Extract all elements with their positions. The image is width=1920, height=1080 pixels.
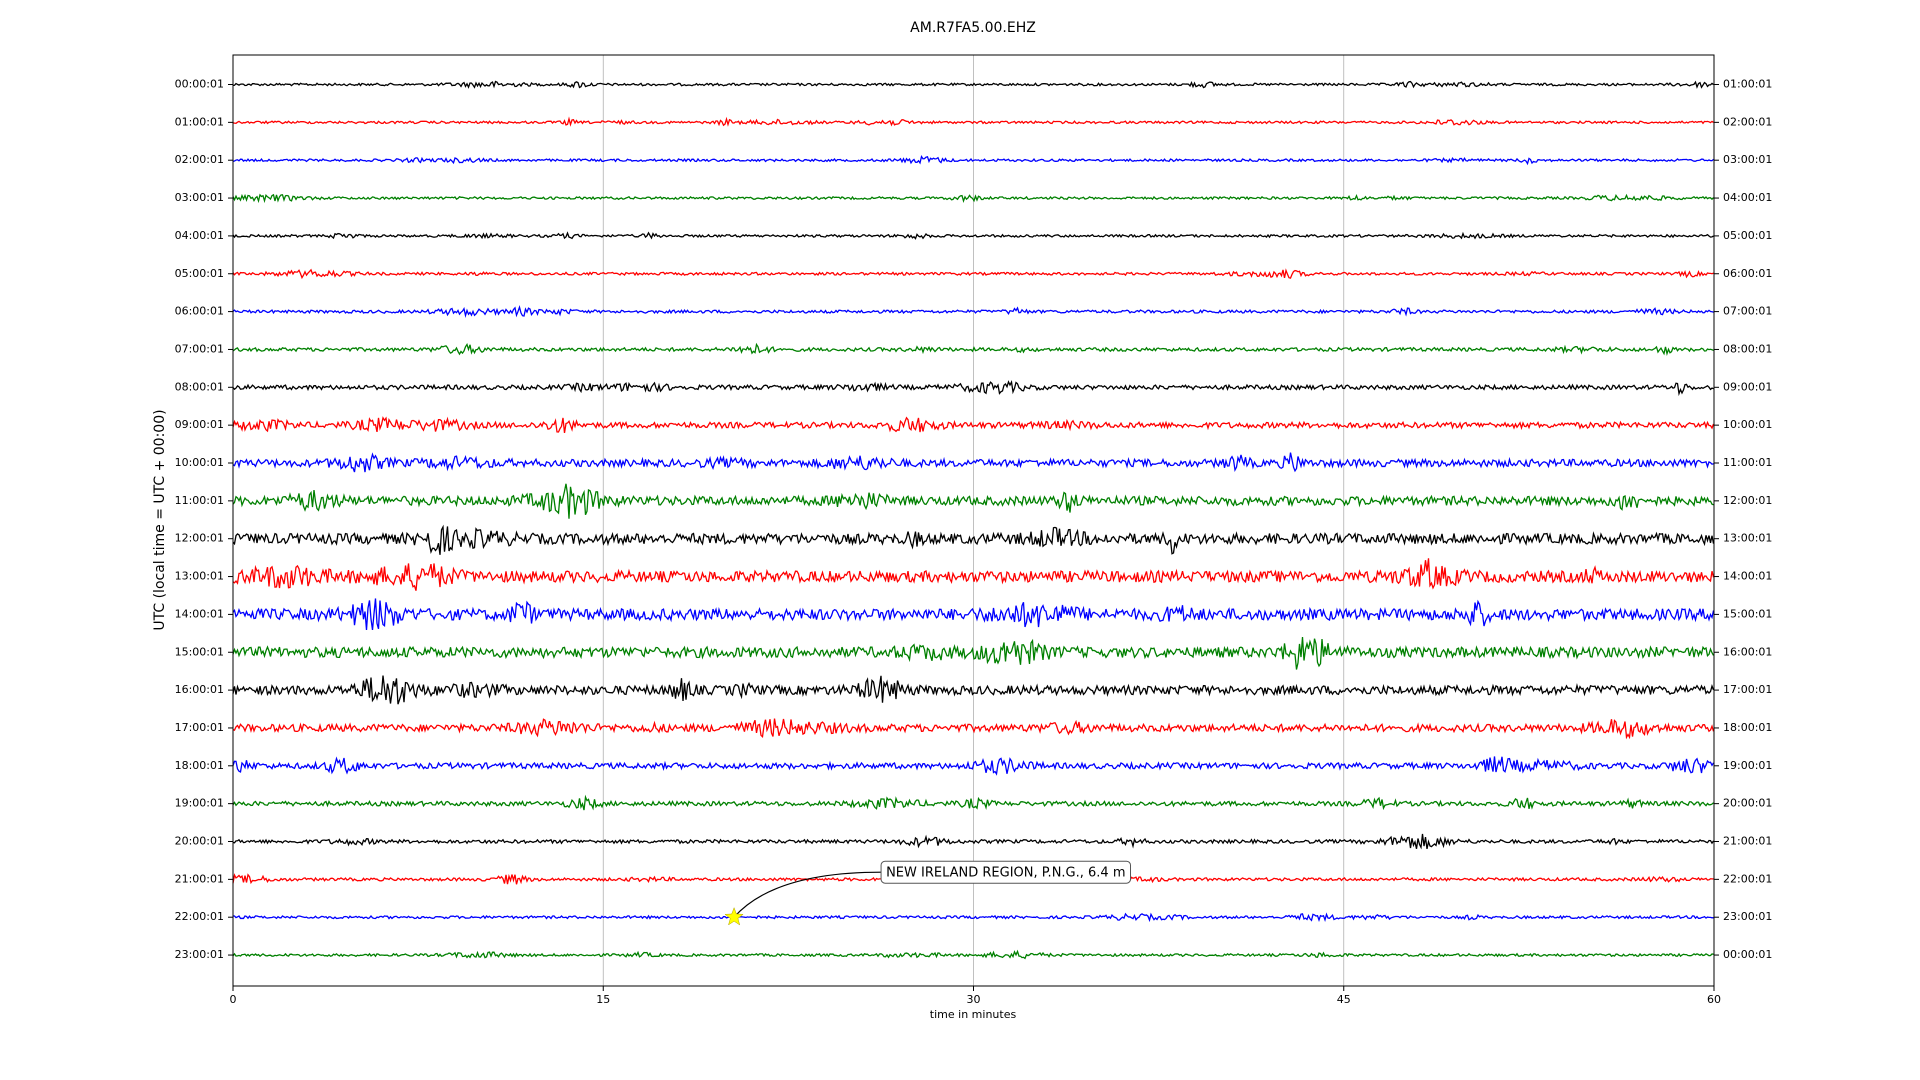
- y2-tick-label: 02:00:01: [1723, 115, 1772, 128]
- trace: [233, 912, 1714, 923]
- y2-tick-label: 17:00:01: [1723, 683, 1772, 696]
- y2-tick-label: 08:00:01: [1723, 342, 1772, 355]
- y-tick-label: 21:00:01: [175, 872, 224, 885]
- annotation-arrow: [733, 871, 882, 918]
- y2-tick-label: 09:00:01: [1723, 380, 1772, 393]
- trace: [232, 794, 1714, 811]
- y-tick-label: 18:00:01: [175, 759, 224, 772]
- y-tick-label: 14:00:01: [175, 607, 224, 620]
- y-tick-label: 10:00:01: [175, 456, 224, 469]
- y2-tick-label: 01:00:01: [1723, 78, 1772, 91]
- trace: [232, 380, 1714, 397]
- y-tick-label: 17:00:01: [175, 721, 224, 734]
- y2-tick-label: 18:00:01: [1723, 721, 1772, 734]
- y2-tick-label: 03:00:01: [1723, 153, 1772, 166]
- y2-tick-label: 00:00:01: [1723, 948, 1772, 961]
- y-tick-label: 23:00:01: [175, 948, 224, 961]
- y2-tick-label: 13:00:01: [1723, 532, 1772, 545]
- y-tick-label: 06:00:01: [175, 305, 224, 318]
- trace: [232, 416, 1715, 434]
- trace: [232, 231, 1714, 240]
- y-tick-label: 09:00:01: [175, 418, 224, 431]
- y-axis-label: UTC (local time = UTC + 00:00): [152, 409, 168, 630]
- y2-tick-label: 19:00:01: [1723, 759, 1772, 772]
- trace: [232, 718, 1715, 740]
- annotation: NEW IRELAND REGION, P.N.G., 6.4 m: [880, 860, 1132, 884]
- trace: [232, 483, 1714, 519]
- x-tick-label: 60: [1707, 993, 1721, 1006]
- y-tick-label: 04:00:01: [175, 229, 224, 242]
- y-tick-label: 19:00:01: [175, 797, 224, 810]
- x-axis-label: time in minutes: [930, 1008, 1017, 1021]
- trace: [232, 268, 1714, 280]
- trace: [232, 524, 1715, 555]
- chart-title: AM.R7FA5.00.EHZ: [910, 20, 1036, 36]
- trace: [232, 833, 1715, 850]
- trace: [232, 636, 1715, 670]
- annotation-label: NEW IRELAND REGION, P.N.G., 6.4 m: [886, 866, 1125, 881]
- y2-tick-label: 12:00:01: [1723, 494, 1772, 507]
- y2-tick-label: 10:00:01: [1723, 418, 1772, 431]
- y-tick-label: 07:00:01: [175, 342, 224, 355]
- trace: [232, 452, 1714, 473]
- y-tick-label: 03:00:01: [175, 191, 224, 204]
- y-tick-label: 11:00:01: [175, 494, 224, 507]
- trace: [232, 193, 1714, 204]
- y-tick-label: 12:00:01: [175, 532, 224, 545]
- trace: [232, 116, 1714, 127]
- trace: [232, 949, 1714, 960]
- y-tick-label: 16:00:01: [175, 683, 224, 696]
- trace: [232, 756, 1715, 776]
- y-tick-label: 08:00:01: [175, 380, 224, 393]
- y-tick-label: 22:00:01: [175, 910, 224, 923]
- plot-frame: [232, 54, 1715, 987]
- y2-tick-label: 06:00:01: [1723, 267, 1772, 280]
- y2-tick-label: 04:00:01: [1723, 191, 1772, 204]
- y-tick-label: 20:00:01: [175, 835, 224, 848]
- y-tick-label: 05:00:01: [175, 267, 224, 280]
- trace: [232, 342, 1714, 356]
- x-tick-label: 0: [230, 993, 237, 1006]
- trace: [232, 598, 1715, 631]
- y2-tick-label: 23:00:01: [1723, 910, 1772, 923]
- y2-tick-label: 05:00:01: [1723, 229, 1772, 242]
- trace: [232, 155, 1714, 166]
- x-tick-label: 15: [596, 993, 610, 1006]
- y2-tick-label: 07:00:01: [1723, 305, 1772, 318]
- trace: [232, 675, 1715, 705]
- y2-tick-label: 22:00:01: [1723, 872, 1772, 885]
- trace: [232, 558, 1715, 591]
- y-tick-label: 02:00:01: [175, 153, 224, 166]
- y2-tick-label: 20:00:01: [1723, 797, 1772, 810]
- y-tick-label: 15:00:01: [175, 645, 224, 658]
- event-marker: [724, 906, 744, 926]
- y-tick-label: 01:00:01: [175, 115, 224, 128]
- y2-tick-label: 14:00:01: [1723, 570, 1772, 583]
- y-tick-label: 00:00:01: [175, 78, 224, 91]
- x-tick-label: 45: [1337, 993, 1351, 1006]
- y2-tick-label: 11:00:01: [1723, 456, 1772, 469]
- y2-tick-label: 16:00:01: [1723, 645, 1772, 658]
- x-tick-label: 30: [967, 993, 981, 1006]
- y2-tick-label: 15:00:01: [1723, 607, 1772, 620]
- y2-tick-label: 21:00:01: [1723, 835, 1772, 848]
- annotation-box: [880, 860, 1132, 884]
- y-tick-label: 13:00:01: [175, 570, 224, 583]
- trace: [232, 304, 1714, 318]
- trace: [232, 80, 1714, 89]
